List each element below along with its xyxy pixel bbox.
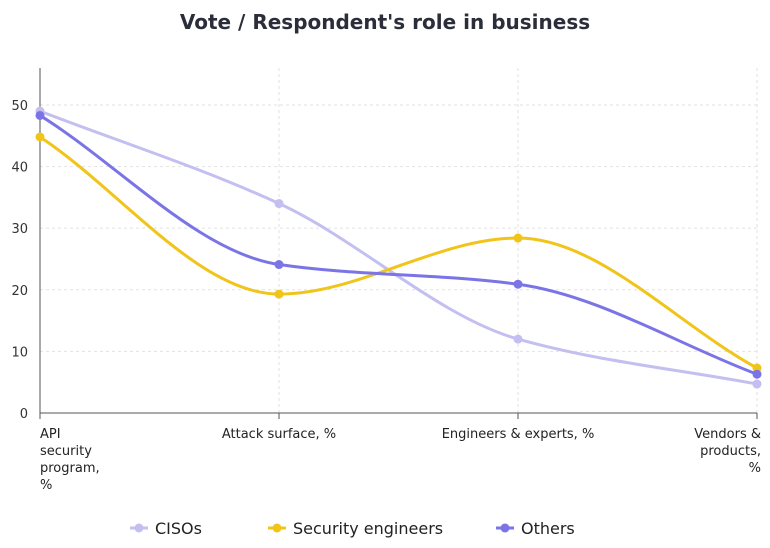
data-point-cisos — [513, 334, 523, 344]
legend-label-others[interactable]: Others — [521, 519, 575, 538]
data-point-others — [513, 279, 523, 289]
y-tick-label: 50 — [11, 99, 28, 114]
x-tick-label: Engineers & experts, % — [442, 427, 595, 442]
data-point-security-engineers — [274, 289, 284, 299]
x-tick-label: Vendors & products,% — [694, 427, 761, 476]
legend-swatch-dot-cisos — [134, 523, 144, 533]
data-point-cisos — [752, 379, 762, 389]
legend-label-security-engineers[interactable]: Security engineers — [293, 519, 443, 538]
y-tick-label: 40 — [11, 161, 28, 176]
data-point-others — [752, 369, 762, 379]
legend-label-cisos[interactable]: CISOs — [155, 519, 202, 538]
data-point-others — [274, 260, 284, 270]
y-tick-label: 0 — [20, 407, 28, 422]
data-point-security-engineers — [513, 233, 523, 243]
series-line-security-engineers — [39, 135, 758, 370]
data-point-cisos — [274, 199, 284, 209]
legend-swatch-dot-security-engineers — [272, 523, 282, 533]
data-point-security-engineers — [752, 363, 762, 373]
series-line-others — [39, 114, 758, 376]
y-tick-label: 20 — [11, 284, 28, 299]
legend-swatch-dot-others — [500, 523, 510, 533]
data-point-security-engineers — [35, 132, 45, 142]
chart-title: Vote / Respondent's role in business — [179, 10, 591, 34]
y-tick-label: 10 — [11, 345, 28, 360]
x-tick-label: Attack surface, % — [222, 427, 336, 442]
y-tick-label: 30 — [11, 222, 28, 237]
x-tick-label: API security program,% — [40, 427, 100, 493]
series-line-cisos — [39, 109, 758, 386]
data-point-others — [35, 110, 45, 120]
